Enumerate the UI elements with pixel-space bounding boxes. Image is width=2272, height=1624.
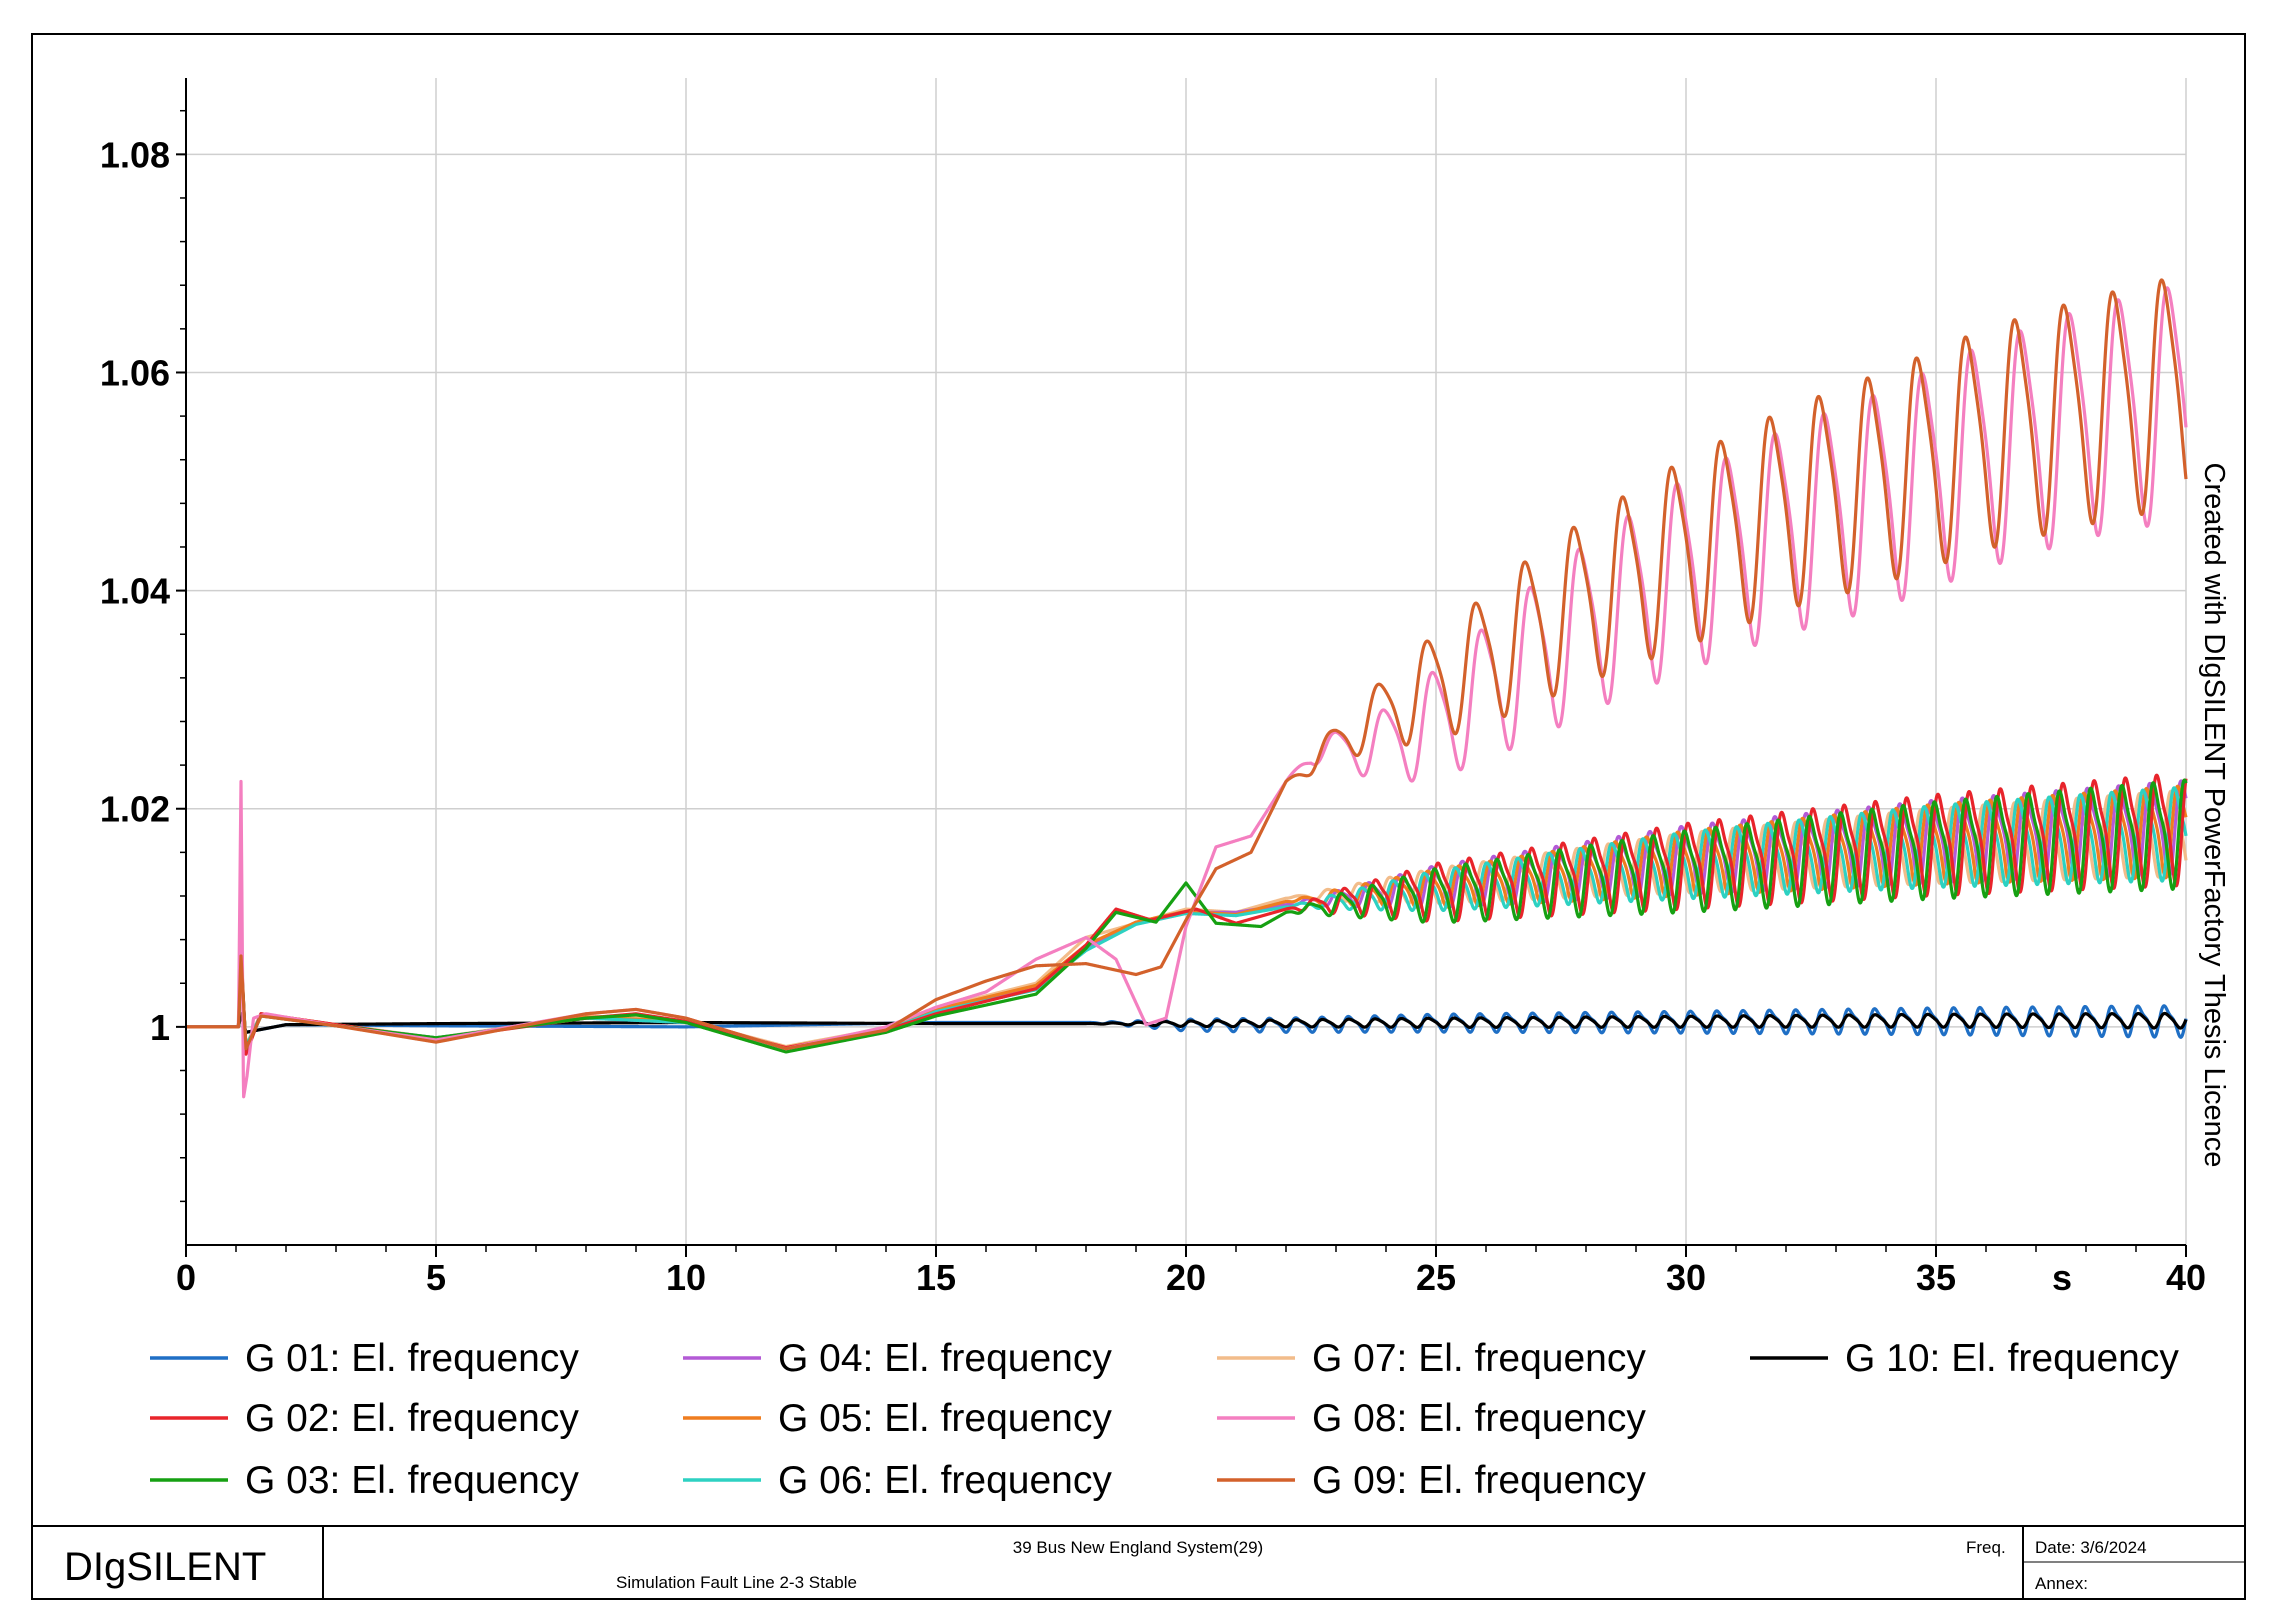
series-line-10: [184, 1011, 2188, 1034]
y-tick-labels: 1 1.02 1.04 1.06 1.08: [100, 134, 170, 1048]
footer-date: Date: 3/6/2024: [2035, 1538, 2147, 1557]
legend-label-5: G 05: El. frequency: [778, 1397, 1112, 1440]
footer-project: 39 Bus New England System(29): [1013, 1538, 1263, 1557]
footer-block: DIgSILENT 39 Bus New England System(29) …: [32, 1525, 2245, 1599]
y-tick-label-1.02: 1.02: [100, 789, 170, 830]
footer-study: Simulation Fault Line 2-3 Stable: [616, 1573, 857, 1592]
footer-brand: DIgSILENT: [64, 1545, 266, 1589]
x-tick-label-0: 0: [176, 1257, 196, 1298]
legend-label-3: G 03: El. frequency: [245, 1459, 579, 1502]
plot-area: 1 1.02 1.04 1.06 1.08 0 5 10 15 20 25 30 35 40 s: [100, 78, 2206, 1298]
footer-annex: Annex:: [2035, 1574, 2088, 1593]
legend-label-7: G 07: El. frequency: [1312, 1337, 1646, 1380]
legend-label-6: G 06: El. frequency: [778, 1459, 1112, 1502]
legend: G 01: El. frequency G 02: El. frequency G …: [150, 1337, 2179, 1502]
x-tick-label-10: 10: [666, 1257, 706, 1298]
legend-label-1: G 01: El. frequency: [245, 1337, 579, 1380]
legend-label-2: G 02: El. frequency: [245, 1397, 579, 1440]
x-tick-label-5: 5: [426, 1257, 446, 1298]
legend-label-8: G 08: El. frequency: [1312, 1397, 1646, 1440]
x-unit-label: s: [2052, 1257, 2072, 1298]
y-tick-label-1.08: 1.08: [100, 134, 170, 175]
x-tick-label-15: 15: [916, 1257, 956, 1298]
legend-label-4: G 04: El. frequency: [778, 1337, 1112, 1380]
legend-label-9: G 09: El. frequency: [1312, 1459, 1646, 1502]
y-tick-label-1.06: 1.06: [100, 352, 170, 393]
series-line-9: [184, 278, 2188, 1051]
footer-page-name: Freq.: [1966, 1538, 2006, 1557]
x-tick-label-20: 20: [1166, 1257, 1206, 1298]
x-tick-label-25: 25: [1416, 1257, 1456, 1298]
series-layer: [184, 278, 2188, 1099]
minor-ticks: [176, 109, 2187, 1257]
x-tick-label-35: 35: [1916, 1257, 1956, 1298]
x-tick-label-40: 40: [2166, 1257, 2206, 1298]
side-note: Created with DIgSILENT PowerFactory Thes…: [2198, 463, 2230, 1168]
y-tick-label-1.04: 1.04: [100, 571, 170, 612]
legend-label-10: G 10: El. frequency: [1845, 1337, 2179, 1380]
x-tick-label-30: 30: [1666, 1257, 1706, 1298]
x-tick-labels: 0 5 10 15 20 25 30 35 40: [176, 1257, 2206, 1298]
y-tick-label-1: 1: [150, 1007, 170, 1048]
